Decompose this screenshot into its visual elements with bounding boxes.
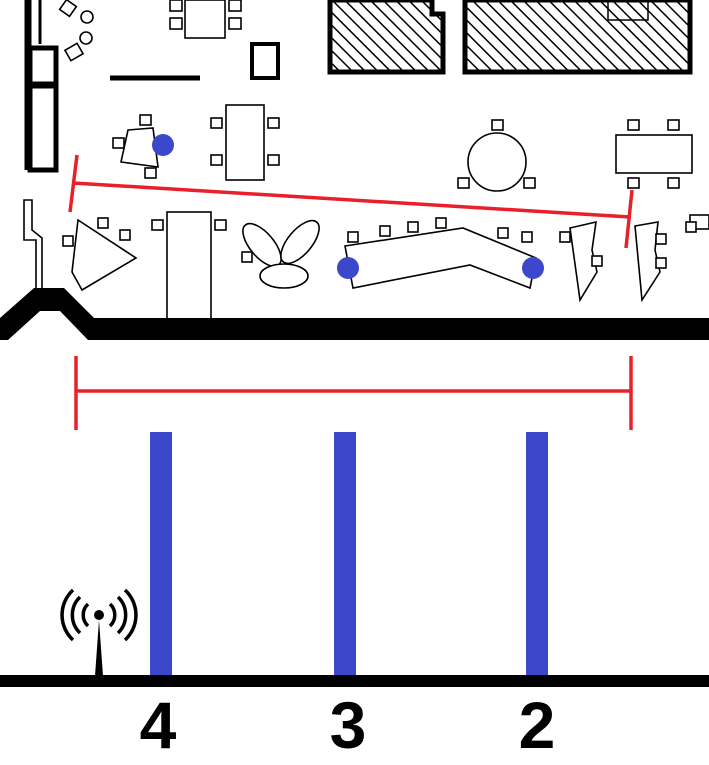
furniture-lower <box>23 199 709 321</box>
measure-lower <box>74 356 633 430</box>
wifi-antenna-icon <box>60 588 138 676</box>
position-bar-2 <box>526 432 548 676</box>
position-bars <box>150 432 548 676</box>
upper-walls <box>24 0 280 173</box>
marker-dots <box>152 134 544 279</box>
position-bar-3 <box>334 432 356 676</box>
floor-line <box>0 675 709 687</box>
marker-dot <box>152 134 174 156</box>
hatched-blocks <box>327 0 693 75</box>
position-bar-4 <box>150 432 172 676</box>
measure-upper <box>68 154 634 249</box>
furniture-top <box>58 0 242 62</box>
position-label-4: 4 <box>139 688 177 762</box>
main-wall <box>0 288 709 340</box>
marker-dot <box>522 257 544 279</box>
position-label-2: 2 <box>518 688 556 762</box>
marker-dot <box>337 257 359 279</box>
position-label-3: 3 <box>329 688 367 762</box>
furniture-middle <box>112 104 693 192</box>
